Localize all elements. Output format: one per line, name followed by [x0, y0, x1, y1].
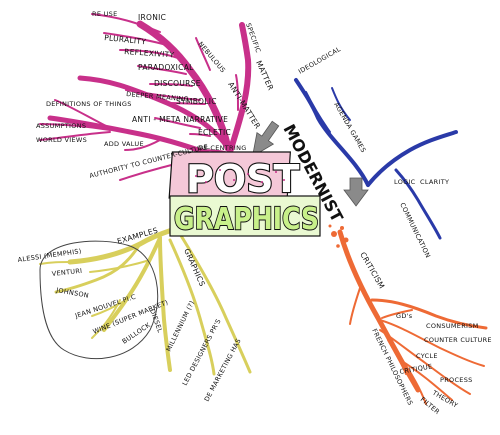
orange-branch [337, 229, 488, 405]
label-clarity: CLARITY [420, 178, 449, 186]
label-ideological: IDEOLOGICAL [297, 45, 342, 76]
label-paradoxical: PARADOXICAL [138, 63, 194, 72]
label-eclectic: ECLETIC [198, 128, 231, 137]
label-johnson: JOHNSON [55, 286, 90, 300]
label-add-value: ADD VALUE [104, 140, 144, 148]
yellow-labels: EXAMPLES ALESSI (MEMPHIS) VENTURI JOHNSO… [17, 226, 243, 403]
label-plurality: PLURALITY [104, 33, 147, 46]
label-gds: GD's [396, 312, 413, 320]
label-venturi: VENTURI [51, 267, 82, 278]
label-matter: MATTER [254, 59, 275, 92]
label-graphics: GRAPHICS [182, 247, 207, 288]
arrow-icons [251, 120, 369, 207]
title-graphics: GRAPHICS [174, 202, 319, 237]
blue-branch [294, 78, 458, 240]
label-discourse: DISCOURSE [154, 79, 201, 88]
label-re-use: RE USE [92, 10, 117, 18]
label-definitions: DEFINITIONS OF THINGS [46, 100, 132, 108]
title-post: POST [186, 157, 300, 201]
label-consumerism: CONSUMERISM [426, 322, 479, 330]
label-communication: COMMUNICATION [398, 201, 432, 259]
label-cycle: CYCLE [416, 352, 438, 360]
label-assumptions: ASSUMPTIONS [36, 122, 86, 130]
orange-labels: CRITICISM GD's CONSUMERISM COUNTER CULTU… [358, 251, 492, 417]
label-de-centring: DE-CENTRING [198, 144, 247, 152]
label-logic: LOGIC [394, 178, 416, 186]
label-process: PROCESS [440, 376, 473, 384]
pink-branch [39, 13, 252, 181]
label-world-views: WORLD VIEWS [36, 136, 87, 144]
paint-spatter [328, 224, 349, 248]
label-anti-meta: ANTI - META NARRATIVE [132, 115, 228, 124]
label-reflexivity: REFLEXIVITY [124, 47, 175, 59]
yellow-branch [39, 227, 252, 376]
label-symbolic: SYMBOLIC [176, 97, 217, 106]
label-ironic: IRONIC [138, 13, 166, 22]
label-counter-culture: COUNTER CULTURE [424, 336, 492, 344]
label-nebulous: NEBULOUS [196, 40, 227, 74]
label-millennium: MILLENNIUM (?) [165, 299, 197, 353]
example-outline [39, 240, 159, 360]
